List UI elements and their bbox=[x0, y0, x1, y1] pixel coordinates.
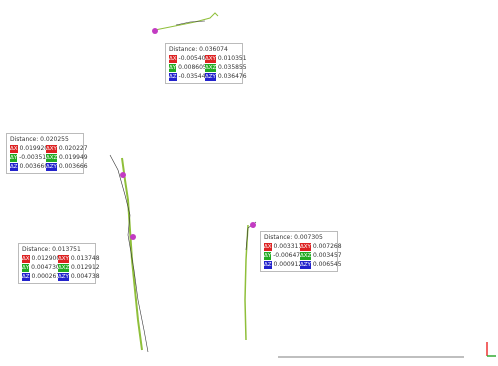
delta-tag: ΔXZ bbox=[300, 252, 311, 260]
point-marker bbox=[152, 28, 158, 34]
point-cloud bbox=[0, 0, 498, 366]
delta-tag: ΔXZ bbox=[205, 64, 216, 72]
delta-tag: ΔXY bbox=[58, 255, 69, 263]
delta-tag: ΔZ bbox=[169, 73, 177, 81]
delta-value: 0.010351 bbox=[218, 55, 247, 63]
label-cell: ΔX-0.005402 bbox=[169, 55, 203, 63]
delta-value: 0.019920 bbox=[20, 145, 49, 153]
delta-tag: ΔZY bbox=[205, 73, 216, 81]
point-marker bbox=[130, 234, 136, 240]
delta-tag: ΔX bbox=[10, 145, 18, 153]
delta-value: 0.004730 bbox=[31, 264, 60, 272]
cloud bbox=[122, 158, 142, 350]
delta-value: 0.003457 bbox=[313, 252, 342, 260]
delta-tag: ΔXZ bbox=[46, 154, 57, 162]
delta-tag: ΔXY bbox=[300, 243, 311, 251]
delta-value: 0.019949 bbox=[59, 154, 88, 162]
delta-tag: ΔXY bbox=[205, 55, 216, 63]
delta-tag: ΔZ bbox=[264, 261, 272, 269]
delta-value: 0.013748 bbox=[71, 255, 100, 263]
delta-tag: ΔZY bbox=[300, 261, 311, 269]
delta-value: 0.000267 bbox=[32, 273, 61, 281]
delta-value: 0.003311 bbox=[274, 243, 303, 251]
delta-tag: ΔZY bbox=[58, 273, 69, 281]
delta-value: 0.000912 bbox=[274, 261, 303, 269]
delta-tag: ΔZ bbox=[22, 273, 30, 281]
delta-value: 0.007268 bbox=[313, 243, 342, 251]
point-marker bbox=[120, 172, 126, 178]
label-title: Distance: 0.013751 bbox=[22, 246, 92, 254]
viewer: Distance: 0.036074ΔX-0.005402ΔXY0.010351… bbox=[0, 0, 498, 366]
label-title: Distance: 0.020255 bbox=[10, 136, 80, 144]
cloud bbox=[110, 155, 148, 352]
delta-value: 0.003666 bbox=[59, 163, 88, 171]
delta-tag: ΔX bbox=[264, 243, 272, 251]
delta-tag: ΔY bbox=[169, 64, 176, 72]
delta-value: 0.035855 bbox=[218, 64, 247, 72]
delta-value: 0.008605 bbox=[178, 64, 207, 72]
delta-value: 0.006545 bbox=[313, 261, 342, 269]
delta-tag: ΔX bbox=[169, 55, 177, 63]
label-title: Distance: 0.036074 bbox=[169, 46, 239, 54]
delta-value: 0.020227 bbox=[59, 145, 88, 153]
delta-tag: ΔY bbox=[22, 264, 29, 272]
point-marker bbox=[250, 222, 256, 228]
delta-value: 0.036476 bbox=[218, 73, 247, 81]
delta-tag: ΔY bbox=[264, 252, 271, 260]
label-cell: ΔZ-0.035446 bbox=[169, 73, 203, 81]
delta-tag: ΔXZ bbox=[58, 264, 69, 272]
label-title: Distance: 0.007305 bbox=[264, 234, 334, 242]
delta-value: 0.004738 bbox=[71, 273, 100, 281]
cloud bbox=[155, 13, 218, 30]
delta-value: 0.012900 bbox=[32, 255, 61, 263]
delta-value: 0.003660 bbox=[20, 163, 49, 171]
delta-value: 0.012912 bbox=[71, 264, 100, 272]
label-cell: ΔY-0.006470 bbox=[264, 252, 298, 260]
delta-tag: ΔZ bbox=[10, 163, 18, 171]
delta-tag: ΔX bbox=[22, 255, 30, 263]
delta-tag: ΔZY bbox=[46, 163, 57, 171]
delta-tag: ΔXY bbox=[46, 145, 57, 153]
delta-tag: ΔY bbox=[10, 154, 17, 162]
label-cell: ΔX0.012900 bbox=[22, 255, 56, 263]
label-cell: ΔY-0.003510 bbox=[10, 154, 44, 162]
